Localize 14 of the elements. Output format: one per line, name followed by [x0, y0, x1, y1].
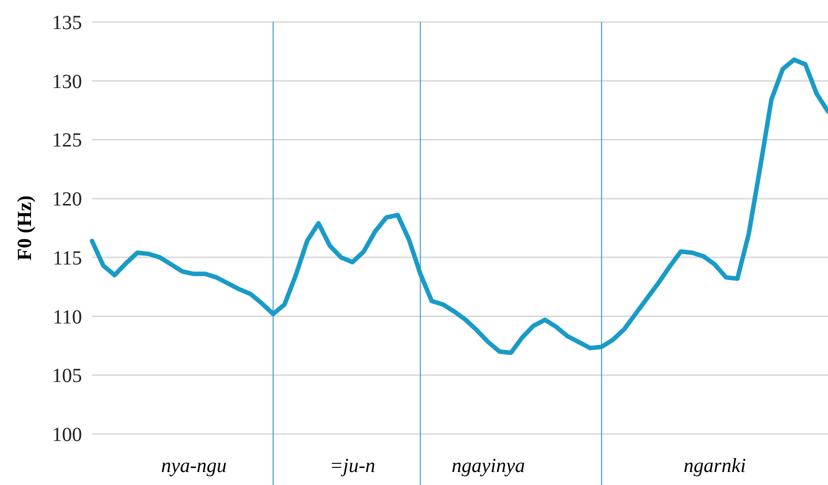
y-tick-label: 100 [52, 424, 82, 446]
line-series [90, 57, 828, 356]
y-tick-label: 125 [52, 130, 82, 152]
x-tick-label: ngarnki [684, 455, 746, 477]
y-tick-label: 120 [52, 188, 82, 211]
y-axis-title: F0 (Hz) [14, 196, 36, 260]
y-tick-label: 135 [52, 12, 82, 34]
y-tick-label: 110 [52, 306, 82, 328]
y-tick-label: 105 [52, 365, 82, 388]
y-tick-label: 130 [52, 70, 82, 93]
x-tick-label: ngayinya [452, 455, 525, 477]
x-tick-label: =ju-n [330, 455, 376, 477]
x-tick-label: nya-ngu [161, 455, 227, 477]
y-tick-label: 115 [52, 247, 82, 270]
